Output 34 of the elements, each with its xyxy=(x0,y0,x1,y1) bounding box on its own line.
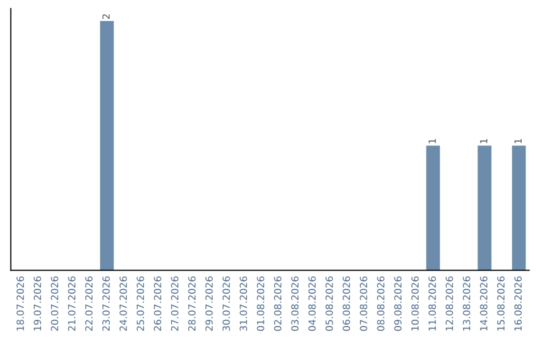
x-tick-label: 03.08.2026 xyxy=(291,276,299,331)
x-tick-label: 25.07.2026 xyxy=(136,276,144,331)
x-tick-label: 16.08.2026 xyxy=(514,276,522,330)
x-tick-label: 27.07.2026 xyxy=(171,276,178,331)
x-tick-label: 09.08.2026 xyxy=(394,276,402,331)
x-tick-label: 01.08.2026 xyxy=(256,276,264,331)
x-tick-label: 13.08.2026 xyxy=(462,276,470,330)
x-tick-label: 22.07.2026 xyxy=(85,276,93,331)
x-tick-label: 26.07.2026 xyxy=(154,276,162,331)
x-tick-label: 31.07.2026 xyxy=(240,276,248,331)
x-tick-label: 28.07.2026 xyxy=(188,276,196,331)
data-label: 2 xyxy=(102,14,110,19)
x-tick-label: 15.08.2026 xyxy=(497,276,505,330)
x-tick-label: 19.07.2026 xyxy=(34,276,42,330)
x-tick-label: 14.08.2026 xyxy=(480,276,488,330)
x-tick-label: 20.07.2026 xyxy=(50,276,58,331)
x-tick-label: 08.08.2026 xyxy=(377,276,384,331)
x-tick-label: 24.07.2026 xyxy=(120,276,127,331)
x-tick-label: 07.08.2026 xyxy=(360,276,368,331)
x-tick-label: 04.08.2026 xyxy=(308,276,316,331)
x-tick-label: 21.07.2026 xyxy=(68,276,76,331)
x-tick-label: 05.08.2026 xyxy=(326,276,333,331)
x-tick-label: 29.07.2026 xyxy=(205,276,213,331)
x-tick-label: 02.08.2026 xyxy=(274,276,282,331)
data-label: 1 xyxy=(480,138,488,144)
x-tick-label: 10.08.2026 xyxy=(411,276,419,330)
x-tick-label: 30.07.2026 xyxy=(222,276,230,331)
x-tick-label: 18.07.2026 xyxy=(16,276,24,330)
data-label: 1 xyxy=(428,138,436,144)
data-label: 1 xyxy=(514,138,522,144)
x-tick-label: 23.07.2026 xyxy=(102,276,110,331)
x-tick-label: 11.08.2026 xyxy=(428,276,436,330)
x-tick-label: 12.08.2026 xyxy=(446,276,454,330)
x-tick-label: 06.08.2026 xyxy=(342,276,350,331)
